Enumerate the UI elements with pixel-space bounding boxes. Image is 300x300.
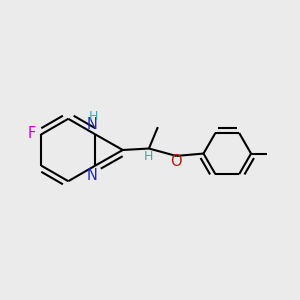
Text: F: F [28, 126, 36, 141]
Text: O: O [170, 154, 182, 169]
Text: N: N [86, 168, 97, 183]
Text: H: H [88, 110, 98, 123]
Text: N: N [86, 117, 97, 132]
Text: H: H [144, 150, 153, 163]
